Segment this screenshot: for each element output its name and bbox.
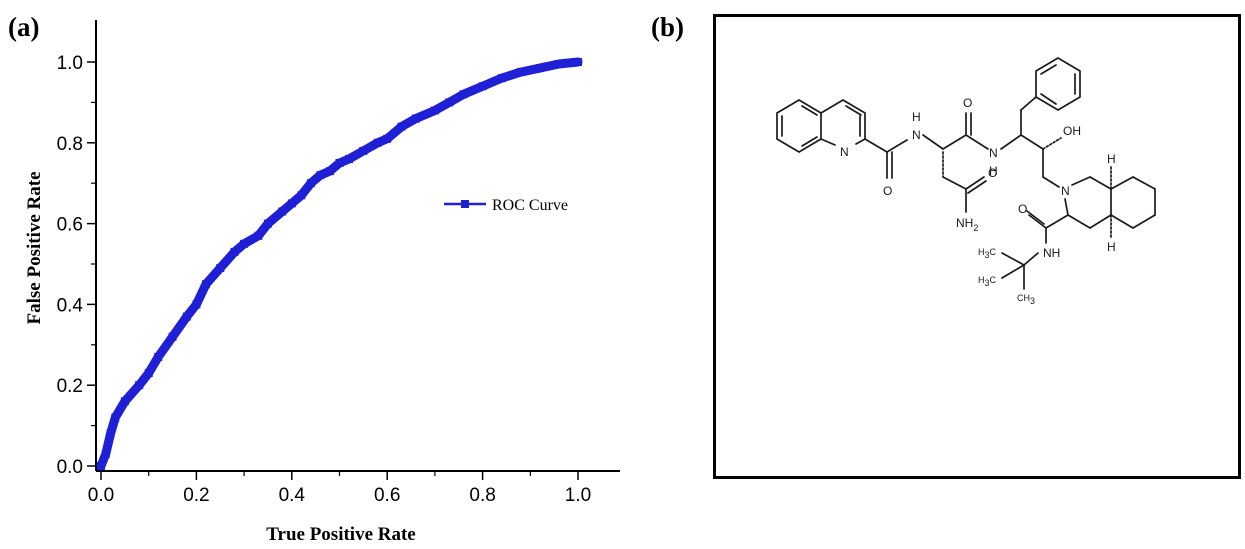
atom-nh1-h: H xyxy=(912,110,921,124)
atom-o2: O xyxy=(963,96,972,110)
molecule-structure-panel: N O H N O O NH2 N H xyxy=(713,14,1241,479)
roc-data-point xyxy=(168,332,177,341)
y-tick-label: 1.0 xyxy=(57,53,83,74)
roc-data-point xyxy=(278,207,287,216)
roc-series-line xyxy=(96,57,583,471)
chart-axes: 0.0 0.2 0.4 0.6 0.8 1.0 0.0 0.2 0.4 0.6 0.8 1.0 xyxy=(57,20,620,506)
roc-data-point xyxy=(192,300,201,309)
chart-series xyxy=(96,57,583,471)
roc-data-point xyxy=(459,90,468,99)
roc-data-point xyxy=(535,64,544,73)
roc-data-point xyxy=(111,413,120,422)
x-tick-label: 0.0 xyxy=(88,485,114,506)
atom-n1: N xyxy=(912,128,921,142)
roc-data-point xyxy=(216,264,225,273)
roc-data-point xyxy=(411,114,420,123)
decahydroisoquinoline xyxy=(1064,166,1156,238)
atom-nh2-n: N xyxy=(989,146,998,160)
roc-data-point xyxy=(97,462,105,470)
roc-chart: 0.0 0.2 0.4 0.6 0.8 1.0 0.0 0.2 0.4 0.6 0.8 1.0 ROC… xyxy=(24,20,620,545)
atom-o3: O xyxy=(988,166,997,180)
roc-data-point xyxy=(101,449,110,458)
roc-data-point xyxy=(263,219,272,228)
asparagine-core xyxy=(922,112,989,213)
roc-data-point xyxy=(445,98,454,107)
y-tick-label: 0.0 xyxy=(57,457,83,478)
phenylalanine-segment xyxy=(1000,57,1081,188)
atom-nh3: NH xyxy=(1043,246,1060,260)
roc-data-point xyxy=(497,74,506,83)
roc-data-point xyxy=(397,122,406,131)
amide-1 xyxy=(864,138,908,179)
roc-data-point xyxy=(230,247,239,256)
y-tick-label: 0.4 xyxy=(57,295,84,316)
atom-ch3: CH3 xyxy=(1017,293,1035,306)
roc-data-point xyxy=(574,58,582,66)
roc-data-point xyxy=(182,312,191,321)
roc-data-point xyxy=(240,239,249,248)
roc-data-point xyxy=(516,68,525,77)
roc-data-point xyxy=(106,429,115,438)
atom-h-bottom: H xyxy=(1107,240,1116,254)
y-tick-label: 0.2 xyxy=(57,376,83,397)
x-tick-label: 0.2 xyxy=(183,485,209,506)
roc-data-point xyxy=(306,179,315,188)
roc-data-point xyxy=(120,397,129,406)
x-tick-label: 0.4 xyxy=(279,485,306,506)
atom-n-ring: N xyxy=(1061,184,1070,198)
roc-data-point xyxy=(135,381,144,390)
roc-data-point xyxy=(154,352,163,361)
atom-h-top: H xyxy=(1107,152,1116,166)
roc-data-point xyxy=(325,167,334,176)
roc-data-point xyxy=(254,231,263,240)
x-tick-label: 0.6 xyxy=(374,485,400,506)
roc-data-point xyxy=(335,159,344,167)
x-tick-label: 0.8 xyxy=(469,485,495,506)
molecule-structure: N O H N O O NH2 N H xyxy=(776,57,1156,306)
roc-data-point xyxy=(373,138,382,147)
atom-n-quinoline: N xyxy=(840,145,849,159)
x-tick-label: 1.0 xyxy=(565,485,591,506)
roc-data-point xyxy=(430,106,439,115)
atom-nh2: NH2 xyxy=(956,216,978,233)
roc-data-point xyxy=(297,191,306,200)
legend-marker xyxy=(461,200,469,208)
atom-o1: O xyxy=(883,184,892,198)
panel-b-label: (b) xyxy=(651,12,684,42)
y-tick-label: 0.8 xyxy=(57,134,83,155)
roc-data-point xyxy=(287,199,296,208)
y-axis-title: False Positive Rate xyxy=(24,171,45,324)
atom-o4: O xyxy=(1018,202,1027,216)
roc-data-point xyxy=(554,60,563,69)
atom-h3c-2: H3C xyxy=(978,275,997,288)
roc-data-point xyxy=(383,134,392,143)
roc-data-point xyxy=(144,369,153,378)
tert-butyl-amide xyxy=(1001,210,1069,290)
panel-a-label: (a) xyxy=(8,12,40,42)
atom-nh2-h: H xyxy=(989,164,998,178)
roc-data-point xyxy=(201,280,210,289)
atom-oh: OH xyxy=(1063,124,1081,138)
roc-data-point xyxy=(316,171,325,180)
chart-legend: ROC Curve xyxy=(444,197,568,214)
legend-label: ROC Curve xyxy=(492,197,568,214)
roc-data-point xyxy=(345,154,354,163)
x-axis-title: True Positive Rate xyxy=(266,524,416,545)
roc-data-point xyxy=(359,146,368,155)
quinoline-ring xyxy=(776,99,866,153)
atom-h3c-1: H3C xyxy=(978,247,997,260)
roc-data-point xyxy=(478,82,487,91)
y-tick-label: 0.6 xyxy=(57,215,83,236)
